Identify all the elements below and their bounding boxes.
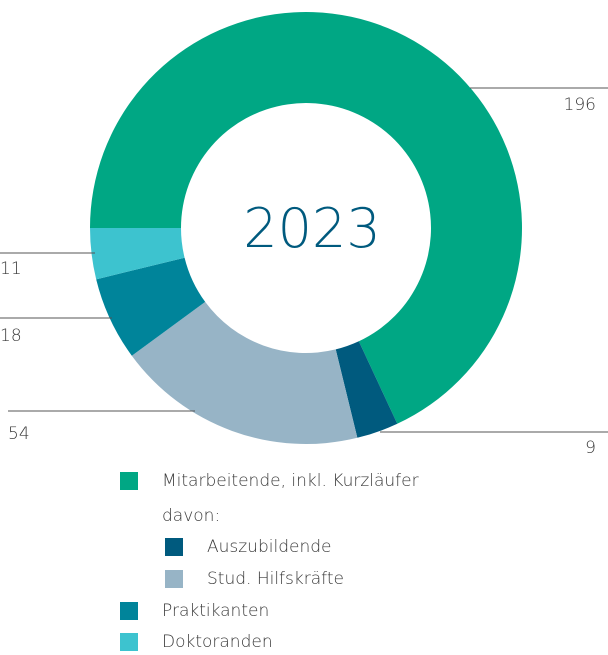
donut-segment [96, 257, 206, 356]
value-label: 11 [0, 259, 22, 279]
value-label: 9 [585, 438, 596, 458]
donut-segment [90, 11, 522, 424]
legend-subheading: davon: [162, 506, 220, 526]
donut-segment [131, 301, 358, 445]
legend-swatch [165, 538, 183, 556]
legend-label: Praktikanten [162, 601, 269, 621]
legend-label: Mitarbeitende, inkl. Kurzläufer [162, 471, 419, 491]
value-label: 18 [0, 326, 22, 346]
value-label: 54 [8, 424, 30, 444]
legend-swatch [120, 633, 138, 651]
donut-segment [335, 341, 398, 438]
donut-segment [90, 228, 185, 280]
legend-label: Stud. Hilfskräfte [207, 569, 344, 589]
legend-swatch [120, 472, 138, 490]
legend-swatch [165, 570, 183, 588]
legend-swatch [120, 602, 138, 620]
value-label: 196 [564, 95, 596, 115]
center-label: 2023 [243, 197, 380, 260]
legend-label: Doktoranden [162, 632, 273, 652]
legend-label: Auszubildende [207, 537, 331, 557]
